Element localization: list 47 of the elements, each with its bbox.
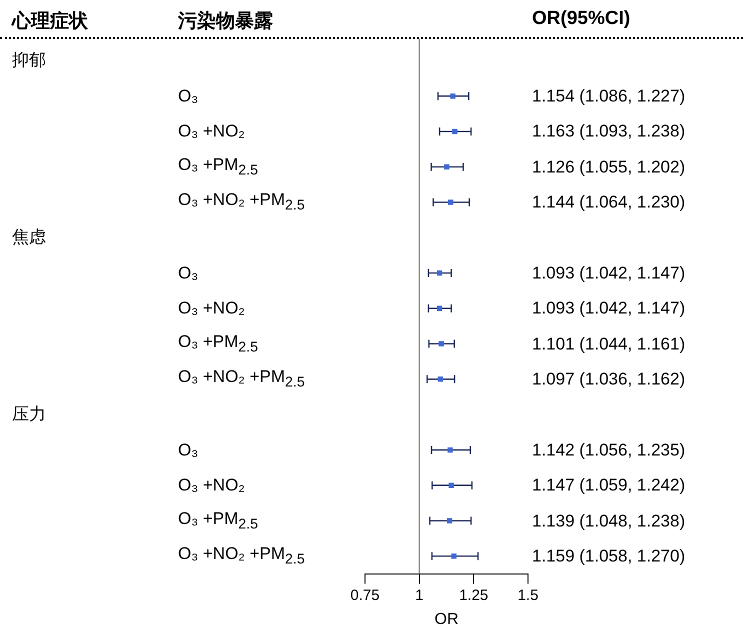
y-tick-label: O₃ [178, 440, 198, 460]
point [448, 447, 453, 453]
point [436, 306, 442, 312]
y-tick-label: O₃ [178, 264, 198, 282]
x-tick-label: 1 [415, 586, 424, 604]
x-axis-title: OR [434, 610, 458, 628]
data-label: 1.126 (1.055, 1.202) [532, 157, 686, 176]
data-label: 1.139 (1.048, 1.238) [532, 511, 686, 530]
y-tick-label: O₃ +NO₂ +PM$_{2.5}$ [178, 544, 305, 568]
text: 焦虑 [12, 227, 46, 248]
y-tick-label: O₃ +NO₂ [178, 298, 245, 318]
y-tick-label: O₃ +NO₂ [178, 122, 245, 141]
y-tick-label: O₃ [178, 86, 198, 106]
point [450, 93, 456, 99]
x-tick-label: 0.75 [350, 586, 380, 604]
data-label: 1.159 (1.058, 1.270) [532, 546, 686, 566]
y-tick-label: O₃ +NO₂ +PM$_{2.5}$ [178, 367, 305, 391]
y-tick-label: O₃ +PM$_{2.5}$ [178, 332, 258, 356]
data-label: 1.093 (1.042, 1.147) [532, 264, 686, 282]
data-label: 1.147 (1.059, 1.242) [532, 476, 686, 495]
data-label: 1.093 (1.042, 1.147) [532, 298, 686, 318]
y-tick-label: O₃ +PM$_{2.5}$ [178, 508, 258, 532]
point [451, 553, 457, 559]
point [452, 128, 458, 134]
data-label: 1.097 (1.036, 1.162) [532, 370, 686, 389]
y-tick-label: O₃ +NO₂ +PM$_{2.5}$ [178, 190, 305, 214]
point [448, 200, 454, 205]
data-label: 1.142 (1.056, 1.235) [532, 440, 686, 460]
text: 心理症状 [12, 10, 88, 34]
point [438, 376, 444, 382]
x-tick-label: 1.5 [518, 586, 538, 604]
data-label: 1.101 (1.044, 1.161) [532, 334, 686, 354]
data-label: 1.144 (1.064, 1.230) [532, 192, 686, 212]
text: 污染物暴露 [178, 10, 273, 34]
text: 抑郁 [12, 50, 46, 70]
point [444, 164, 450, 170]
data-label: 1.154 (1.086, 1.227) [532, 86, 686, 106]
point [446, 518, 452, 524]
point [448, 482, 454, 488]
point [438, 341, 444, 346]
point [436, 270, 442, 276]
x-tick-label: 1.25 [459, 586, 488, 604]
y-tick-label: O₃ +NO₂ [178, 476, 245, 495]
text: 压力 [12, 404, 46, 424]
y-tick-label: O₃ +PM$_{2.5}$ [178, 155, 258, 178]
data-label: 1.163 (1.093, 1.238) [532, 122, 686, 141]
text: OR(95%CI) [532, 8, 630, 30]
